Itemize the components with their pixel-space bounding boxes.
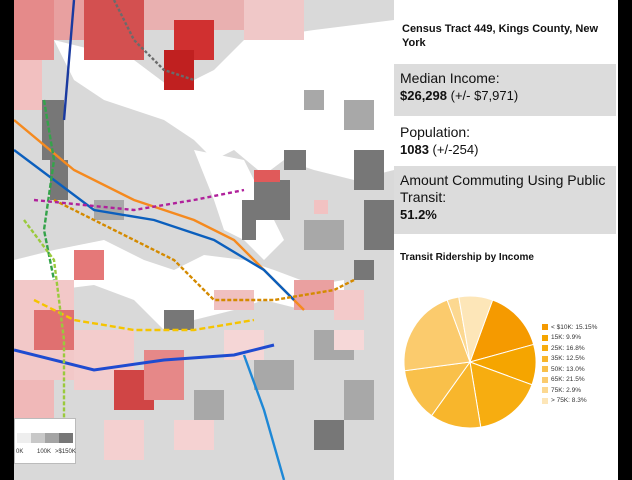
pie-legend-swatch (542, 355, 548, 362)
pie-legend-swatch (542, 366, 548, 373)
population-margin: (+/-254) (432, 142, 479, 157)
pie-chart-title: Transit Ridership by Income (400, 252, 534, 263)
median-income-value: $26,298 (+/- $7,971) (400, 87, 610, 105)
pie-legend-label: < $10K: 15.15% (551, 323, 598, 331)
legend-swatch-3 (45, 433, 59, 443)
map-legend: 0K 100K >$150K (14, 418, 76, 464)
transit-label: Amount Commuting Using Public Transit: (400, 172, 606, 205)
legend-high-label: >$150K (55, 449, 76, 455)
median-income-box: Median Income: $26,298 (+/- $7,971) (394, 64, 616, 116)
transit-amount: 51.2% (400, 207, 437, 222)
legend-swatch-1 (17, 433, 31, 443)
water-body (54, 20, 394, 180)
pie-legend-item: 25K: 16.8% (542, 343, 597, 354)
population-amount: 1083 (400, 142, 429, 157)
legend-mid-label: 100K (37, 449, 52, 455)
median-income-label: Median Income: (400, 70, 500, 86)
pie-legend-swatch (542, 397, 548, 404)
pie-legend-item: 35K: 12.5% (542, 354, 597, 365)
population-label: Population: (400, 124, 471, 140)
pie-legend-label: 15K: 9.9% (551, 334, 581, 342)
pie-legend-label: 50K: 13.0% (551, 365, 585, 373)
pie-legend-item: 65K: 21.5% (542, 375, 597, 386)
pie-legend-item: 75K: 2.9% (542, 385, 597, 396)
pie-legend: < $10K: 15.15% 15K: 9.9% 25K: 16.8% 35K: 12… (542, 322, 597, 406)
info-panel: Census Tract 449, Kings County, New York… (394, 0, 618, 480)
subway-lines (14, 0, 355, 480)
pie-legend-swatch (542, 334, 548, 341)
census-map[interactable]: 0K 100K >$150K (14, 0, 394, 480)
legend-swatch-2 (31, 433, 45, 443)
pie-legend-swatch (542, 324, 548, 331)
pie-legend-label: 65K: 21.5% (551, 376, 585, 384)
legend-swatches (17, 433, 73, 443)
pie-legend-item: 50K: 13.0% (542, 364, 597, 375)
pie-legend-item: < $10K: 15.15% (542, 322, 597, 333)
tract-title: Census Tract 449, Kings County, New York (402, 23, 599, 49)
median-income-margin: (+/- $7,971) (450, 88, 519, 103)
pie-legend-swatch (542, 387, 548, 394)
transit-value: 51.2% (400, 206, 610, 224)
median-income-amount: $26,298 (400, 88, 447, 103)
population-box: Population: 1083 (+/-254) (394, 118, 616, 166)
pie-slice (458, 295, 494, 364)
right-border (618, 0, 632, 480)
river-east (194, 150, 284, 260)
map-canvas[interactable] (14, 0, 394, 480)
pie-legend-swatch (542, 376, 548, 383)
pie-slice (469, 361, 533, 428)
pie-legend-label: > 75K: 8.3% (551, 397, 587, 405)
low-income-tracts (14, 0, 364, 460)
pie-legend-item: 15K: 9.9% (542, 333, 597, 344)
pie-slice (469, 299, 535, 363)
transit-box: Amount Commuting Using Public Transit: 5… (394, 166, 616, 234)
legend-swatch-4 (59, 433, 73, 443)
population-value: 1083 (+/-254) (400, 141, 610, 159)
legend-low-label: 0K (16, 449, 24, 455)
high-income-tracts (42, 100, 394, 450)
pie-legend-swatch (542, 345, 548, 352)
pie-legend-label: 75K: 2.9% (551, 386, 581, 394)
pie-legend-item: > 75K: 8.3% (542, 396, 597, 407)
pie-chart (403, 295, 537, 429)
pie-legend-label: 35K: 12.5% (551, 355, 585, 363)
pie-legend-label: 25K: 16.8% (551, 344, 585, 352)
